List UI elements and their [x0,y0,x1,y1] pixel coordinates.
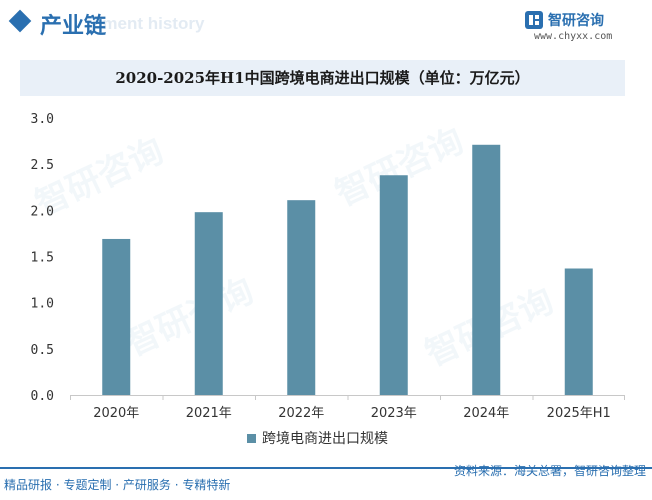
y-tick-label: 0.0 [31,389,54,404]
x-tick-label: 2021年 [186,406,232,421]
brand: 智研咨询 www.chyxx.com [524,8,634,44]
bar [564,268,593,395]
legend-swatch [247,434,256,443]
x-tick-label: 2023年 [371,406,417,421]
y-tick-label: 0.5 [31,343,54,358]
brand-name: 智研咨询 [548,13,604,29]
x-tick-label: 2024年 [463,406,509,421]
y-tick-label: 2.0 [31,204,54,219]
bar [472,144,501,395]
bar [194,212,223,395]
bar [102,238,131,395]
ghost-subtitle: pment history [92,14,205,33]
x-tick-label: 2025年H1 [547,406,611,421]
y-tick-label: 2.5 [31,158,54,173]
brand-logo-icon [525,11,543,29]
x-tick-label: 2020年 [93,406,139,421]
legend-label: 跨境电商进出口规模 [262,431,388,447]
footer-tagline: 精品研报 · 专题定制 · 产研服务 · 专精特新 [4,478,231,492]
chart-title-bar: 2020-2025年H1中国跨境电商进出口规模（单位：万亿元） [20,60,625,96]
footer-source: 资料来源：海关总署，智研咨询整理 [453,464,646,478]
bar-chart: 0.0 0.5 1.0 1.5 2.0 2.5 3.0 2020年 2021年 2022年 2023… [31,112,625,447]
y-tick-label: 1.5 [31,251,54,266]
y-tick-label: 3.0 [31,112,54,127]
x-tick-label: 2022年 [278,406,324,421]
section-title: 产业链 [40,14,107,39]
header: pment history 产业链 智研咨询 www.chyxx.com [0,0,652,50]
bar [379,175,408,395]
y-tick-label: 1.0 [31,297,54,312]
chart-title: 2020-2025年H1中国跨境电商进出口规模（单位：万亿元） [115,69,530,87]
footer-divider [0,467,652,469]
bar [287,200,316,395]
brand-url: www.chyxx.com [534,31,613,42]
diamond-icon [8,9,32,33]
